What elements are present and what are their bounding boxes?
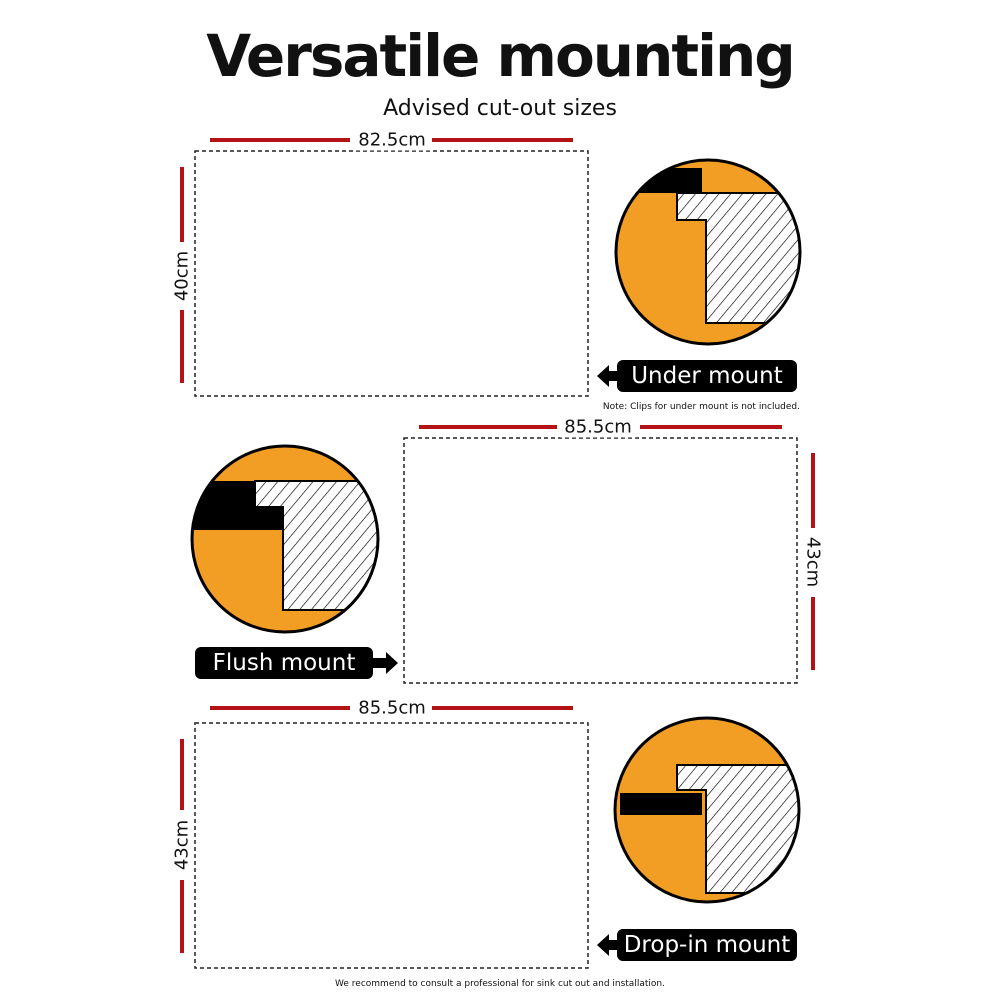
arrow-left-icon	[597, 365, 620, 387]
dropin-mount-label: Drop-in mount	[617, 929, 797, 961]
footer-note: We recommend to consult a professional f…	[335, 979, 665, 989]
width-label: 85.5cm	[560, 416, 636, 438]
width-label: 85.5cm	[354, 697, 430, 719]
subtitle: Advised cut-out sizes	[383, 96, 617, 121]
page-title: Versatile mounting	[206, 22, 796, 90]
flush-mount-label: Flush mount	[195, 647, 373, 679]
note: Note: Clips for under mount is not inclu…	[602, 402, 800, 412]
cutout-dropin	[194, 722, 589, 969]
arrow-right-icon	[372, 652, 398, 674]
height-label: 40cm	[171, 246, 193, 306]
under-mount-label: Under mount	[617, 360, 797, 392]
cutout-flush	[403, 437, 798, 684]
width-label: 82.5cm	[354, 129, 430, 151]
detail-under	[614, 158, 802, 346]
cutout-under	[194, 150, 589, 397]
dimension-lines	[180, 138, 815, 953]
arrow-left-icon	[597, 934, 620, 956]
detail-dropin	[613, 716, 801, 904]
detail-flush	[190, 444, 380, 634]
height-label: 43cm	[171, 815, 193, 875]
height-label: 43cm	[802, 532, 824, 592]
